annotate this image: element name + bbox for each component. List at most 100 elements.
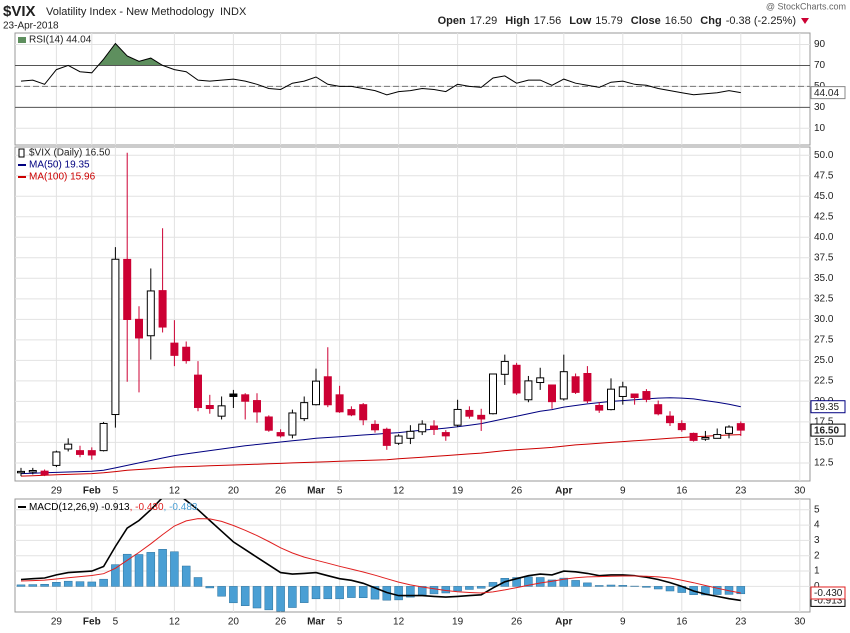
y-tick-label: 1	[814, 566, 820, 577]
y-tick-label: 5	[814, 504, 820, 515]
histogram-bar	[323, 586, 333, 600]
histogram-bar	[559, 577, 569, 587]
histogram-bar	[40, 583, 49, 587]
macd-line	[20, 518, 741, 594]
x-tick-label: 12	[169, 486, 181, 497]
value-box	[810, 586, 846, 600]
candle-body	[465, 409, 474, 417]
histogram-bar	[524, 576, 533, 587]
histogram-bar	[453, 586, 462, 592]
exchange: INDX	[220, 6, 247, 18]
histogram-bar	[488, 582, 498, 587]
x-tick-label: Feb	[83, 617, 101, 628]
candle-body	[229, 393, 238, 397]
histogram-bar	[429, 586, 439, 595]
candle-body	[323, 376, 332, 406]
candle-body	[666, 415, 674, 424]
quote-label: High	[505, 15, 530, 27]
candle-body	[382, 428, 391, 446]
candle-body	[371, 423, 379, 431]
histogram-bar	[217, 586, 226, 597]
x-tick-label: 26	[275, 486, 287, 497]
candle-body	[135, 318, 143, 339]
candle-body	[359, 404, 368, 421]
histogram-bar	[299, 586, 309, 603]
y-tick-label: 45.0	[814, 191, 834, 202]
histogram-bar	[134, 554, 144, 587]
candle-body	[441, 432, 450, 437]
candle-body	[300, 402, 309, 420]
credit: @ StockCharts.com	[766, 1, 846, 11]
y-tick-label: 90	[814, 39, 826, 50]
candle-body	[64, 443, 73, 450]
candle-body	[418, 423, 427, 433]
value-box	[810, 400, 846, 414]
plot-area	[17, 152, 745, 477]
candle-body	[477, 414, 486, 420]
histogram-bar	[547, 579, 557, 587]
value-label: -0.913	[814, 596, 843, 607]
y-tick-label: 17.5	[814, 417, 834, 428]
x-tick-label: 20	[228, 617, 240, 628]
candle-body	[28, 469, 37, 473]
candle-body	[701, 437, 710, 440]
x-tick-label: 9	[620, 486, 626, 497]
x-tick-label: 5	[337, 486, 343, 497]
value-label: 16.50	[814, 425, 839, 436]
candle-body	[394, 435, 403, 444]
histogram-bar	[465, 586, 474, 590]
x-tick-label: 19	[452, 486, 464, 497]
candle-body	[607, 388, 615, 411]
x-tick-label: 26	[275, 617, 287, 628]
histogram-bar	[111, 564, 120, 587]
histogram-bar	[170, 551, 179, 587]
quote-label: Open	[438, 15, 466, 27]
histogram-bar	[594, 585, 604, 587]
y-tick-label: 2	[814, 550, 820, 561]
x-tick-label: 16	[676, 617, 688, 628]
x-tick-label: 30	[794, 486, 806, 497]
candle-body	[194, 374, 202, 408]
y-tick-label: 15.0	[814, 437, 834, 448]
x-tick-label: Apr	[555, 486, 572, 497]
candle-body	[170, 342, 179, 356]
candle-body	[217, 405, 226, 417]
value-label: -0.430	[814, 588, 843, 599]
quote-value: 17.56	[534, 15, 562, 27]
security-name: Volatility Index - New Methodology	[46, 6, 215, 18]
histogram-bar	[87, 581, 97, 587]
histogram-bar	[229, 586, 238, 604]
candle-body	[654, 404, 663, 415]
histogram-bar	[311, 586, 321, 600]
candle-body	[276, 432, 285, 437]
histogram-bar	[264, 586, 274, 611]
value-box	[810, 86, 846, 100]
candle-body	[630, 393, 639, 399]
histogram-bar	[618, 585, 628, 587]
x-tick-label: Mar	[307, 486, 325, 497]
x-tick-label: 29	[51, 617, 63, 628]
x-tick-label: 5	[113, 486, 119, 497]
histogram-bar	[276, 586, 285, 612]
histogram-bar	[75, 581, 85, 587]
histogram-bar	[240, 586, 250, 606]
value-box	[810, 423, 846, 437]
histogram-bar	[606, 584, 616, 587]
plot-area	[16, 499, 746, 612]
legend-label: MA(50) 19.35	[29, 160, 90, 171]
candle-body	[347, 409, 356, 416]
x-tick-label: 16	[676, 486, 688, 497]
histogram-bar	[16, 584, 26, 587]
date: 23-Apr-2018	[3, 21, 59, 32]
candle-body	[430, 425, 438, 430]
histogram-bar	[712, 586, 722, 595]
candle-body	[264, 416, 273, 431]
candle-body	[642, 391, 651, 400]
x-tick-label: 19	[452, 617, 464, 628]
histogram-bar	[512, 577, 521, 587]
y-tick-label: 22.5	[814, 376, 834, 387]
legend-part: , -0.430	[130, 502, 164, 513]
y-tick-label: 4	[814, 520, 820, 531]
candle-body	[571, 376, 580, 393]
y-tick-label: 70	[814, 60, 826, 71]
